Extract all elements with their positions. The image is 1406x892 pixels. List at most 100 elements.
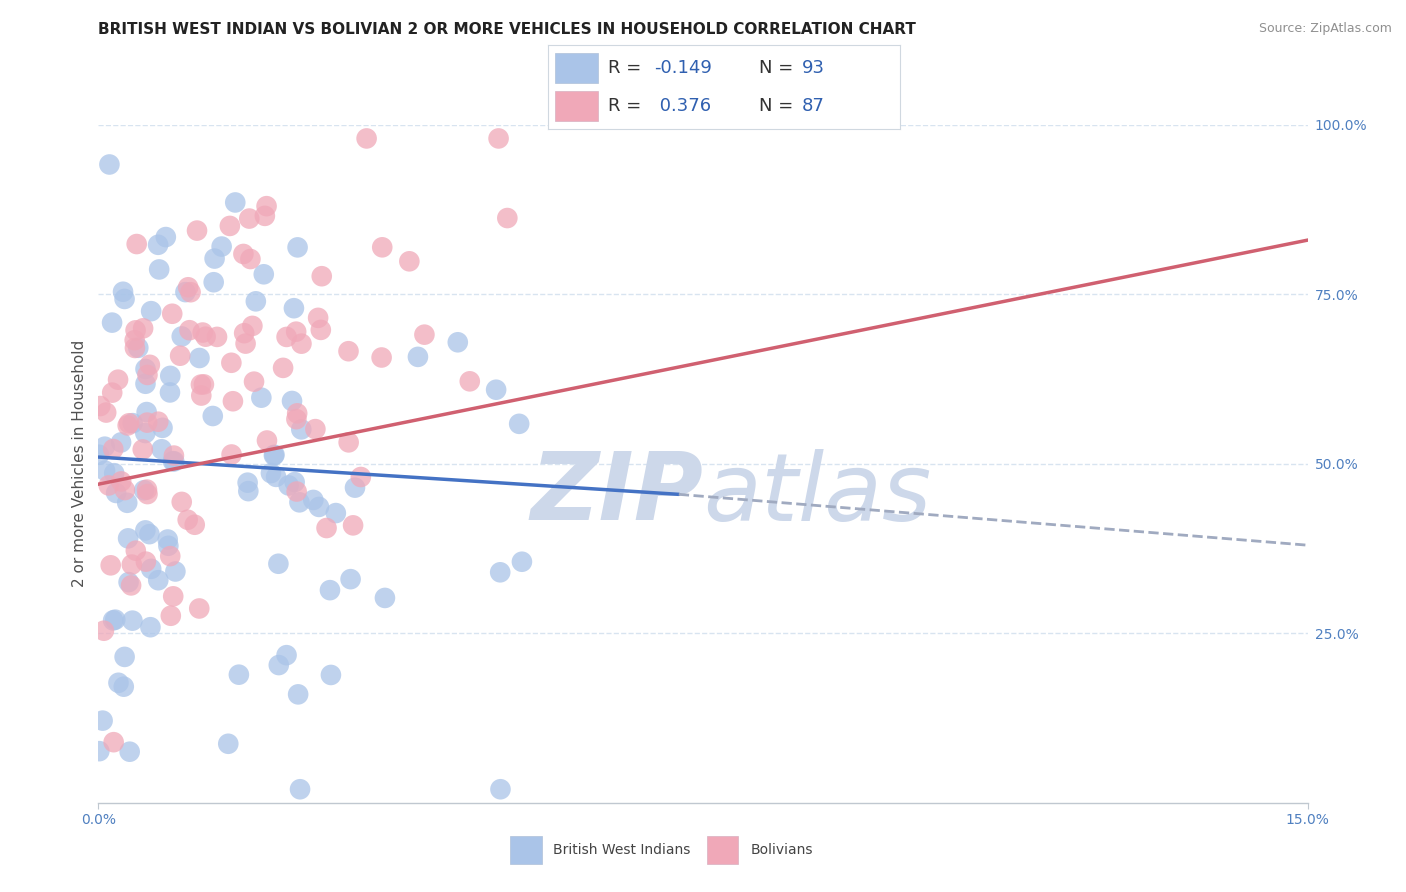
- Point: [148, 415, 170, 429]
- Point: [285, 406, 308, 420]
- Point: [132, 442, 155, 457]
- Text: British West Indians: British West Indians: [554, 843, 690, 856]
- Point: [100, 558, 122, 573]
- Point: [120, 578, 142, 592]
- Point: [239, 252, 262, 266]
- Point: [276, 648, 298, 662]
- Text: 0.376: 0.376: [654, 97, 711, 115]
- Point: [183, 517, 205, 532]
- Point: [101, 614, 124, 628]
- Point: [114, 649, 136, 664]
- Point: [218, 219, 240, 233]
- Point: [136, 487, 159, 501]
- Point: [253, 267, 276, 281]
- Point: [290, 422, 312, 436]
- Point: [398, 254, 420, 268]
- Text: N =: N =: [759, 97, 799, 115]
- Point: [205, 330, 228, 344]
- Point: [180, 285, 202, 300]
- Point: [194, 329, 217, 343]
- Point: [124, 341, 146, 355]
- Point: [202, 275, 225, 289]
- Point: [235, 336, 257, 351]
- Point: [169, 349, 191, 363]
- Point: [271, 360, 294, 375]
- Point: [232, 247, 254, 261]
- Point: [157, 539, 180, 553]
- Point: [188, 351, 211, 365]
- Point: [152, 421, 174, 435]
- Point: [118, 417, 141, 431]
- Point: [287, 687, 309, 701]
- Point: [89, 399, 111, 413]
- Point: [243, 375, 266, 389]
- Text: R =: R =: [609, 97, 647, 115]
- Point: [238, 211, 260, 226]
- Point: [110, 475, 132, 489]
- Point: [489, 566, 512, 580]
- Point: [190, 388, 212, 402]
- Bar: [510, 836, 541, 863]
- Point: [162, 590, 184, 604]
- Point: [350, 470, 373, 484]
- Point: [211, 239, 233, 253]
- Point: [413, 327, 436, 342]
- Point: [125, 237, 148, 252]
- Point: [112, 680, 135, 694]
- Point: [170, 329, 193, 343]
- Point: [104, 613, 127, 627]
- Point: [308, 500, 330, 514]
- Point: [132, 483, 155, 498]
- Point: [135, 555, 157, 569]
- Point: [193, 377, 215, 392]
- Text: ZIP: ZIP: [530, 449, 703, 541]
- Bar: [555, 54, 598, 83]
- Point: [267, 658, 290, 673]
- Point: [233, 326, 256, 341]
- Bar: [555, 91, 598, 120]
- Point: [125, 543, 148, 558]
- Point: [288, 782, 311, 797]
- Point: [165, 565, 187, 579]
- Point: [224, 195, 246, 210]
- Point: [174, 285, 197, 299]
- Point: [315, 521, 337, 535]
- Point: [134, 425, 156, 440]
- Point: [485, 383, 508, 397]
- Point: [103, 467, 125, 481]
- Point: [221, 356, 243, 370]
- Bar: [707, 836, 738, 863]
- Point: [285, 484, 308, 499]
- Point: [256, 434, 278, 448]
- Point: [117, 575, 139, 590]
- Point: [160, 307, 183, 321]
- Point: [134, 362, 156, 376]
- Point: [176, 513, 198, 527]
- Point: [488, 131, 510, 145]
- Text: Source: ZipAtlas.com: Source: ZipAtlas.com: [1258, 22, 1392, 36]
- Point: [148, 262, 170, 277]
- Point: [253, 209, 276, 223]
- Point: [186, 224, 208, 238]
- Point: [277, 478, 299, 492]
- Point: [91, 714, 114, 728]
- Point: [489, 782, 512, 797]
- Point: [97, 478, 120, 492]
- Point: [159, 549, 181, 563]
- Point: [221, 448, 243, 462]
- Text: R =: R =: [609, 59, 647, 77]
- Point: [127, 341, 149, 355]
- Point: [132, 321, 155, 335]
- Point: [263, 449, 285, 463]
- Point: [228, 667, 250, 681]
- Point: [89, 744, 111, 758]
- Point: [118, 745, 141, 759]
- Point: [302, 492, 325, 507]
- Point: [307, 310, 329, 325]
- Point: [87, 448, 110, 462]
- Point: [191, 326, 214, 340]
- Text: 87: 87: [801, 97, 824, 115]
- Point: [256, 199, 278, 213]
- Point: [110, 435, 132, 450]
- Point: [250, 391, 273, 405]
